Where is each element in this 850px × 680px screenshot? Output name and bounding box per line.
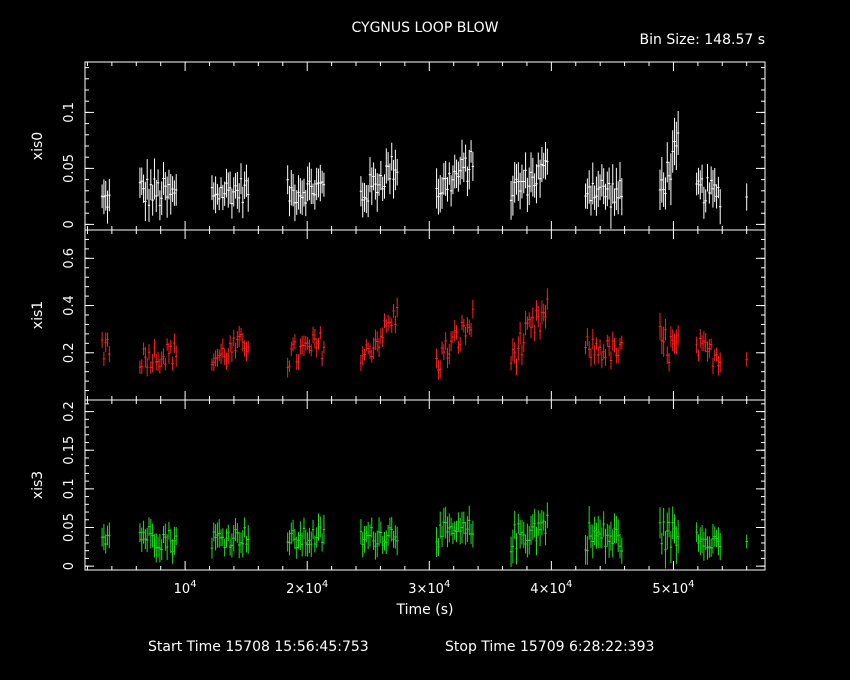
series-xis3: [100, 502, 748, 569]
chart-title: CYGNUS LOOP BLOW: [352, 20, 499, 36]
x-axis-label: Time (s): [396, 602, 454, 618]
y-tick-label: 0.2: [62, 401, 77, 422]
y-tick-label: 0: [62, 220, 77, 228]
panel-xis3: 0 0.05 0.1 0.15 0.2 xis3: [30, 399, 766, 571]
series-xis1: [100, 288, 748, 380]
panel-xis0: 0 0.05 0.1 xis0: [30, 61, 766, 231]
y-tick-label: 0.05: [62, 513, 77, 542]
y-tick-label: 0.6: [62, 248, 77, 269]
panel-frame: [84, 61, 766, 231]
panels: 0 0.05 0.1 xis0 0.2 0.4 0.6 xis1 0 0.05 0.1 0.15 0.2…: [30, 61, 766, 597]
y-tick-label: 0.1: [62, 479, 77, 500]
series-xis0: [100, 111, 748, 229]
x-tick-label: 2×104: [286, 579, 328, 597]
y-tick-label: 0.4: [62, 295, 77, 316]
y-tick-label: 0.05: [62, 154, 77, 183]
start-time: Start Time 15708 15:56:45:753: [148, 639, 369, 655]
y-axis-label: xis1: [30, 301, 46, 329]
y-axis-label: xis0: [30, 132, 46, 160]
y-tick-label: 0.15: [62, 436, 77, 465]
x-tick-label: 5×104: [652, 579, 694, 597]
x-tick-label: 4×104: [530, 579, 572, 597]
y-axis-label: xis3: [30, 471, 46, 499]
x-tick-label: 3×104: [408, 579, 450, 597]
panel-frame: [84, 399, 766, 571]
panel-xis1: 0.2 0.4 0.6 xis1: [30, 229, 766, 401]
y-tick-label: 0.1: [62, 102, 77, 123]
panel-frame: [84, 229, 766, 401]
x-tick-label: 104: [174, 579, 197, 597]
stop-time: Stop Time 15709 6:28:22:393: [445, 639, 654, 655]
bin-size-label: Bin Size: 148.57 s: [640, 32, 765, 48]
y-tick-label: 0.2: [62, 342, 77, 363]
y-tick-label: 0: [62, 562, 77, 570]
